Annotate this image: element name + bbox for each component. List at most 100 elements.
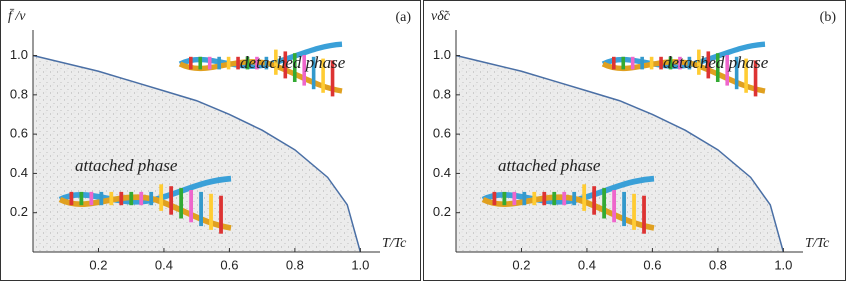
y-tick-label: 0.8	[433, 86, 451, 101]
base-pair	[217, 56, 221, 70]
strand	[178, 59, 343, 94]
x-tick-label: 0.4	[155, 257, 173, 272]
y-tick-label: 0.2	[10, 204, 28, 219]
y-tick-label: 0.8	[10, 86, 28, 101]
y-tick-label: 1.0	[433, 47, 451, 62]
phase-boundary	[455, 54, 785, 253]
base-pair	[169, 186, 174, 215]
y-axis-label: νδ̃c	[431, 9, 451, 24]
base-pair	[630, 56, 635, 70]
base-pair	[562, 191, 567, 206]
base-pair	[649, 56, 654, 70]
base-pair	[226, 56, 231, 70]
dna-illustration	[601, 41, 766, 97]
base-pair	[109, 191, 114, 206]
base-pair	[179, 188, 184, 219]
base-pair	[255, 56, 259, 70]
y-tick-label: 1.0	[10, 47, 28, 62]
base-pair	[572, 191, 577, 206]
base-pair	[640, 56, 644, 70]
base-pair	[734, 56, 739, 90]
phase-label: attached phase	[498, 156, 601, 175]
base-pair	[612, 56, 616, 70]
base-pair	[330, 60, 335, 97]
base-pair	[706, 51, 711, 79]
base-pair	[274, 49, 278, 75]
strand	[58, 194, 232, 231]
base-pair	[753, 60, 758, 97]
base-pair	[622, 191, 626, 227]
x-tick-label: 0.8	[709, 257, 727, 272]
base-pair	[522, 191, 527, 206]
base-pair	[744, 58, 748, 93]
base-pair	[283, 51, 288, 79]
y-tick-label: 0.4	[433, 165, 451, 180]
base-pair	[236, 56, 240, 70]
base-pair	[89, 191, 94, 206]
x-axis-label: T/Tc	[382, 236, 407, 251]
base-pair	[311, 56, 316, 90]
base-pair	[149, 191, 154, 206]
x-axis-label: T/Tc	[805, 236, 830, 251]
panel-label: (b)	[820, 10, 837, 25]
x-tick-label: 0.2	[512, 257, 530, 272]
base-pair	[552, 191, 557, 206]
base-pair	[119, 191, 124, 206]
base-pair	[207, 56, 212, 70]
base-pair	[492, 191, 497, 206]
y-tick-label: 0.4	[10, 165, 28, 180]
x-tick-label: 0.6	[643, 257, 661, 272]
x-tick-label: 1.0	[774, 257, 792, 272]
base-pair	[532, 191, 537, 206]
base-pair	[198, 56, 203, 70]
y-tick-label: 0.2	[433, 204, 451, 219]
phase-label: attached phase	[75, 156, 178, 175]
base-pair	[199, 191, 203, 227]
phase-boundary	[32, 54, 362, 253]
y-axis-label: f̄ /ν	[8, 8, 26, 24]
base-pair	[189, 190, 193, 223]
panel-label: (a)	[395, 10, 411, 25]
dna-illustration	[178, 41, 343, 97]
base-pair	[678, 56, 682, 70]
panel: 0.2 0.4 0.6 0.8 1.0 0.2 0.4 0.6 0.8 1.0 νδ̃c T/Tc (b…	[423, 0, 846, 281]
base-pair	[632, 193, 636, 230]
base-pair	[621, 56, 626, 70]
base-pair	[687, 56, 692, 70]
base-pair	[302, 55, 306, 86]
base-pair	[659, 56, 663, 70]
base-pair	[512, 191, 517, 206]
dna-illustration	[481, 175, 655, 234]
base-pair	[542, 191, 547, 206]
x-tick-label: 0.8	[286, 257, 304, 272]
base-pair	[502, 191, 507, 206]
phase-region	[456, 55, 784, 252]
base-pair	[715, 53, 720, 82]
base-pair	[139, 191, 144, 206]
base-pair	[219, 195, 223, 234]
base-pair	[668, 56, 673, 70]
strand	[601, 59, 766, 94]
dna-illustration	[58, 175, 232, 234]
base-pair	[612, 190, 616, 223]
base-pair	[602, 188, 607, 219]
x-tick-label: 0.6	[220, 257, 238, 272]
base-pair	[159, 184, 164, 211]
base-pair	[582, 184, 587, 211]
x-tick-label: 0.2	[89, 257, 107, 272]
panel: 0.2 0.4 0.6 0.8 1.0 0.2 0.4 0.6 0.8 1.0 f̄ /ν T/Tc (…	[0, 0, 421, 281]
base-pair	[697, 49, 701, 75]
y-tick-label: 0.6	[10, 126, 28, 141]
phase-region	[33, 55, 361, 252]
base-pair	[209, 193, 213, 230]
base-pair	[292, 53, 297, 82]
base-pair	[99, 191, 104, 206]
base-pair	[189, 56, 193, 70]
phase-label: detached phase	[240, 53, 346, 72]
base-pair	[264, 56, 269, 70]
y-tick-label: 0.6	[433, 126, 451, 141]
base-pair	[642, 195, 646, 234]
base-pair	[69, 191, 74, 206]
base-pair	[321, 58, 325, 93]
